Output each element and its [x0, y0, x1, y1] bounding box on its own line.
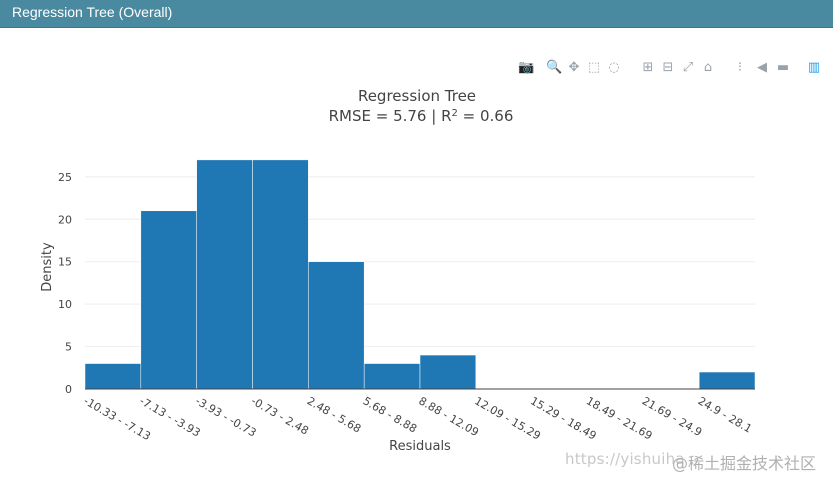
x-tick-labels: -10.33 - -7.13-7.13 - -3.93-3.93 - -0.73… [81, 394, 754, 443]
subtitle-prefix: RMSE = 5.76 | R [329, 107, 452, 125]
bars [84, 159, 756, 390]
panel-header: Regression Tree (Overall) [0, 0, 833, 28]
zoom-out-icon[interactable]: ⊟ [662, 60, 674, 75]
watermark-url: https://yishuiha [565, 450, 685, 468]
camera-icon[interactable]: 📷 [518, 60, 535, 75]
lasso-icon[interactable]: ◌ [608, 60, 620, 75]
histogram-bar[interactable] [419, 354, 477, 390]
autoscale-icon[interactable]: ⤢ [682, 60, 694, 75]
y-tick-label: 5 [65, 341, 72, 354]
pan-icon[interactable]: ✥ [568, 60, 580, 75]
y-tick-label: 20 [58, 213, 72, 226]
y-tick-label: 10 [58, 298, 72, 311]
spike-lines-icon[interactable]: ⁝ [737, 60, 743, 75]
y-tick-label: 15 [58, 256, 72, 269]
x-tick-label: 5.68 - 8.88 [361, 394, 419, 435]
histogram-bar[interactable] [363, 363, 421, 390]
histogram-bar[interactable] [308, 261, 365, 390]
reset-axes-icon[interactable]: ⌂ [703, 60, 713, 75]
subtitle-suffix: = 0.66 [458, 107, 514, 125]
y-tick-label: 0 [65, 383, 72, 396]
histogram-bar[interactable] [140, 210, 197, 390]
hover-compare-icon[interactable]: ▬ [776, 60, 790, 75]
y-tick-label: 25 [58, 171, 72, 184]
chart-subtitle: RMSE = 5.76 | R2 = 0.66 [329, 107, 514, 125]
plot-modebar: 📷 🔍 ✥ ⬚ ◌ ⊞ ⊟ ⤢ ⌂ ⁝ ◀ ▬ ▥ [510, 60, 830, 78]
subtitle-superscript: 2 [452, 108, 458, 119]
x-tick-label: -3.93 - -0.73 [193, 394, 258, 439]
y-axis-label: Density [40, 242, 55, 292]
zoom-icon[interactable]: 🔍 [546, 60, 563, 75]
x-axis-label: Residuals [389, 439, 451, 454]
box-select-icon[interactable]: ⬚ [587, 60, 601, 75]
histogram-bar[interactable] [252, 159, 309, 390]
panel-title: Regression Tree (Overall) [12, 4, 173, 20]
y-tick-labels: 0 5 10 15 20 25 [58, 171, 72, 396]
plotly-logo-icon[interactable]: ▥ [807, 60, 821, 75]
x-tick-label: 8.88 - 12.09 [416, 394, 480, 439]
histogram-bar[interactable] [196, 159, 253, 390]
x-tick-label: 2.48 - 5.68 [305, 394, 363, 435]
zoom-in-icon[interactable]: ⊞ [642, 60, 654, 75]
watermark-site: @稀土掘金技术社区 [672, 454, 817, 473]
histogram-bar[interactable] [698, 371, 756, 390]
x-tick-label: 24.9 - 28.1 [696, 394, 754, 435]
x-tick-label: -0.73 - 2.48 [249, 394, 311, 437]
chart-title: Regression Tree [358, 87, 476, 105]
hover-closest-icon[interactable]: ◀ [757, 60, 767, 75]
histogram-bar[interactable] [84, 363, 142, 390]
